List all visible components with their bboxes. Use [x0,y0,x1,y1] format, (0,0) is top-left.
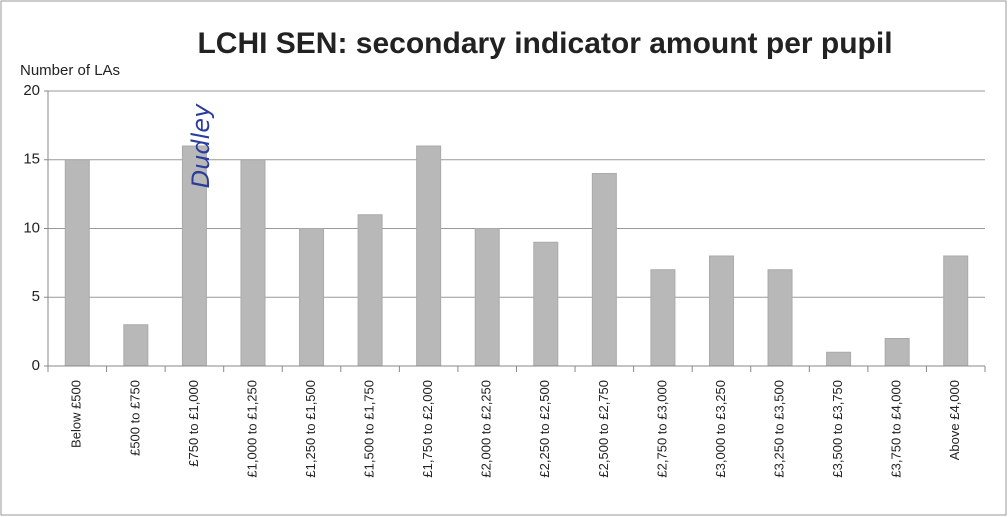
bar [767,269,793,367]
bar [591,173,617,367]
x-tick-label: Above £4,000 [947,380,962,460]
x-tick-label: £3,000 to £3,250 [713,380,728,478]
bar [299,228,325,367]
chart-title: LCHI SEN: secondary indicator amount per… [197,27,892,60]
y-tick-label: 10 [23,219,40,236]
bar [826,351,852,367]
bar [416,145,442,367]
x-tick-label: £2,750 to £3,000 [654,380,669,478]
bar [64,159,90,367]
bar [650,269,676,367]
bar [943,255,969,367]
y-tick-label: 20 [23,82,40,99]
bar [708,255,734,367]
x-tick-label: £500 to £750 [127,380,142,456]
x-tick-label: £3,250 to £3,500 [771,380,786,478]
annotation: Dudley [187,103,215,188]
bar [474,228,500,367]
x-tick-label: £2,500 to £2,750 [596,380,611,478]
y-tick-label: 5 [32,288,40,305]
y-tick-label: 15 [23,151,40,168]
bar [533,241,559,367]
y-axis-label: Number of LAs [20,62,120,79]
bar [123,324,149,367]
x-tick-label: £1,000 to £1,250 [244,380,259,478]
x-tick-label: £3,750 to £4,000 [889,380,904,478]
x-tick-label: £1,500 to £1,750 [362,380,377,478]
x-tick-label: £2,000 to £2,250 [479,380,494,478]
x-tick-label: £1,250 to £1,500 [303,380,318,478]
bar [884,338,910,367]
x-tick-label: £2,250 to £2,500 [537,380,552,478]
bar [357,214,383,367]
x-tick-label: Below £500 [69,380,84,448]
y-tick-label: 0 [32,357,40,374]
x-tick-label: £750 to £1,000 [186,380,201,467]
x-tick-label: £1,750 to £2,000 [420,380,435,478]
x-tick-label: £3,500 to £3,750 [830,380,845,478]
bar [240,159,266,367]
